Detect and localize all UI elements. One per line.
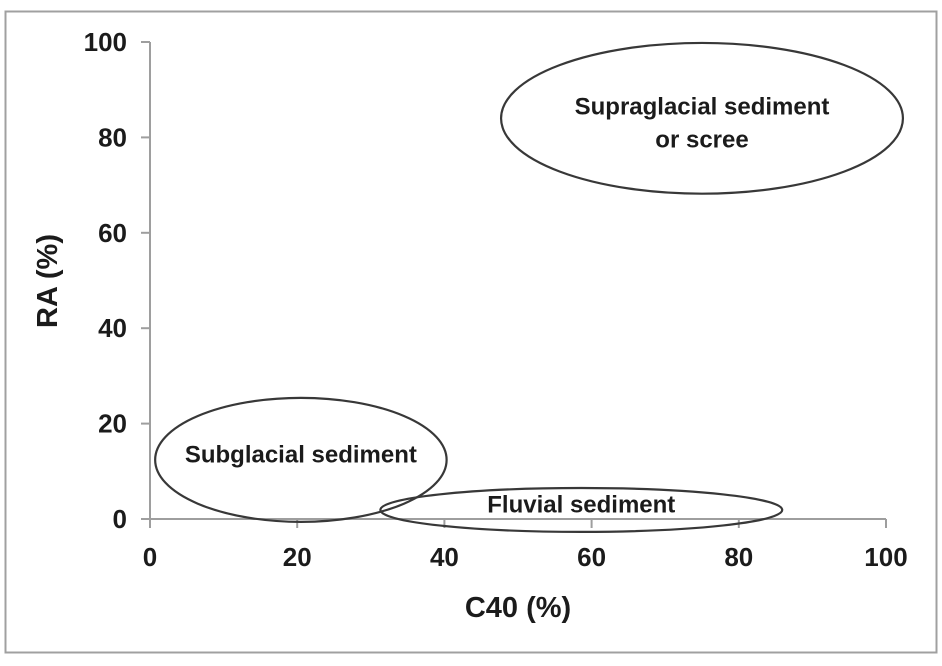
- x-tick-label: 80: [724, 542, 753, 572]
- y-tick-label: 20: [98, 409, 127, 439]
- x-axis-title: C40 (%): [465, 592, 571, 624]
- y-tick-label: 40: [98, 313, 127, 343]
- chart-frame: [4, 10, 938, 654]
- y-axis-title: RA (%): [32, 234, 64, 328]
- y-tick-label: 100: [84, 27, 127, 57]
- x-tick-label: 40: [430, 542, 459, 572]
- region-label-supraglacial-sediment-or-scree: or scree: [655, 126, 748, 153]
- region-label-fluvial-sediment: Fluvial sediment: [487, 491, 675, 518]
- region-label-supraglacial-sediment-or-scree: Supraglacial sediment: [575, 93, 830, 120]
- x-tick-label: 100: [864, 542, 907, 572]
- y-tick-label: 0: [113, 504, 127, 534]
- region-ellipse-subglacial-sediment: [154, 396, 448, 523]
- y-tick-label: 60: [98, 218, 127, 248]
- region-ellipse-fluvial-sediment: [379, 486, 784, 533]
- region-label-subglacial-sediment: Subglacial sediment: [185, 441, 417, 468]
- y-tick-label: 80: [98, 122, 127, 152]
- x-tick-label: 0: [143, 542, 157, 572]
- region-ellipse-supraglacial-sediment-or-scree: [499, 41, 905, 195]
- x-tick-label: 60: [577, 542, 606, 572]
- x-tick-label: 20: [283, 542, 312, 572]
